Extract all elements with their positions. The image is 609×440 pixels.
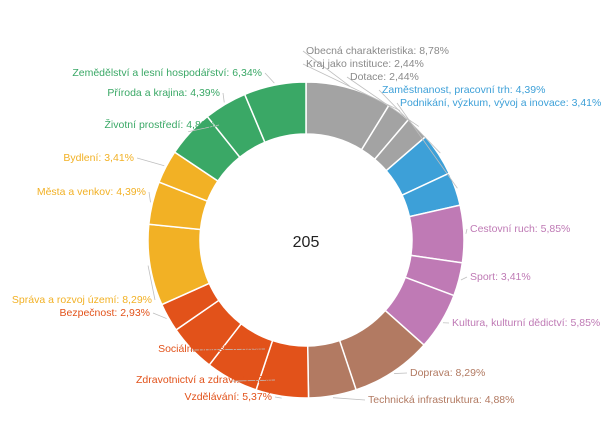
- slice-group: [147, 81, 465, 399]
- leader-line-18: [188, 124, 220, 133]
- slice-label-17: Bydlení: 3,41%: [63, 152, 134, 164]
- leader-line-19: [222, 92, 225, 103]
- slice-label-9: Doprava: 8,29%: [410, 367, 485, 379]
- leader-line-15: [147, 265, 156, 301]
- leader-line-14: [152, 312, 167, 319]
- leader-line-13: [189, 348, 266, 351]
- leader-line-5: [396, 102, 458, 189]
- slice-label-14: Bezpečnost: 2,93%: [60, 307, 150, 319]
- slice-label-3: Dotace: 2,44%: [350, 71, 419, 83]
- leader-line-7: [460, 276, 468, 281]
- slice-label-4: Zaměstnanost, pracovní trh: 4,39%: [382, 84, 545, 96]
- slice-label-15: Správa a rozvoj území: 8,29%: [12, 294, 152, 306]
- leader-line-20: [264, 72, 275, 84]
- slice-label-16: Města a venkov: 4,39%: [37, 186, 146, 198]
- slice-label-11: Vzdělávání: 5,37%: [184, 391, 272, 403]
- slice-label-2: Kraj jako instituce: 2,44%: [306, 58, 424, 70]
- slice-label-13: Sociální oblast: 4,88%: [158, 343, 262, 355]
- center-total-label: 205: [293, 234, 320, 251]
- leader-line-17: [136, 157, 165, 167]
- slice-label-19: Příroda a krajina: 4,39%: [107, 87, 220, 99]
- slice-label-12: Zdravotnictví a zdraví: 5,37%: [136, 374, 272, 386]
- slice-label-20: Zemědělství a lesní hospodářství: 6,34%: [72, 67, 262, 79]
- leader-line-6: [465, 228, 468, 234]
- slice-label-6: Cestovní ruch: 5,85%: [470, 223, 570, 235]
- leader-line-9: [394, 372, 408, 374]
- slice-label-18: Životní prostředí: 4,88%: [105, 118, 216, 131]
- slice-label-8: Kultura, kulturní dědictví: 5,85%: [452, 317, 600, 329]
- leader-line-11: [274, 396, 282, 399]
- slice-label-5: Podnikání, výzkum, vývoj a inovace: 3,41…: [400, 97, 601, 109]
- slice-label-group: Obecná charakteristika: 8,78%Kraj jako i…: [12, 45, 601, 406]
- leader-line-1: [302, 50, 350, 87]
- leader-line-10: [332, 397, 366, 401]
- leader-line-group: [136, 50, 468, 401]
- slice-label-1: Obecná charakteristika: 8,78%: [306, 45, 449, 57]
- slice-label-7: Sport: 3,41%: [470, 271, 531, 283]
- slice-20: [243, 81, 307, 144]
- leader-line-12: [230, 379, 276, 382]
- slice-label-10: Technická infrastruktura: 4,88%: [368, 394, 515, 406]
- leader-line-16: [148, 191, 151, 203]
